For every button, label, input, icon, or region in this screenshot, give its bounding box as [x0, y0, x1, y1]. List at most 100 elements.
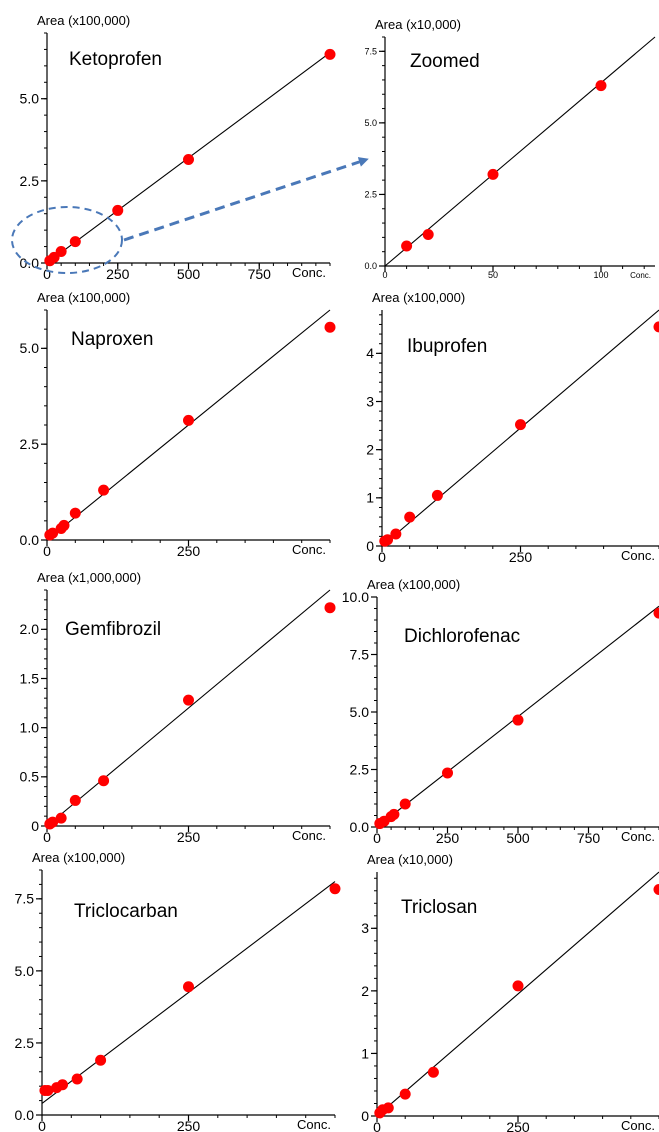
- y-tick-label: 2.0: [20, 621, 40, 637]
- data-point: [390, 528, 402, 540]
- data-point: [422, 229, 434, 241]
- chart-title: Zoomed: [410, 51, 480, 72]
- y-axis-label: Area (x100,000): [367, 577, 460, 592]
- data-point: [653, 321, 659, 333]
- data-point: [183, 694, 194, 706]
- x-axis-label: Conc.: [297, 1117, 331, 1132]
- chart-title: Ketoprofen: [69, 49, 162, 70]
- chart-title: Dichlorofenac: [404, 626, 520, 647]
- y-tick-label: 1: [361, 1045, 369, 1061]
- y-tick-label: 2.5: [20, 436, 40, 452]
- zoom-arrow: [123, 157, 369, 242]
- y-tick-label: 1.0: [20, 720, 40, 736]
- data-point: [42, 1085, 54, 1096]
- y-tick-label: 2.5: [364, 190, 377, 200]
- y-tick-label: 0.0: [15, 1107, 35, 1123]
- chart-dichlorofenac: 0.0 2.5 5.0 7.5 10.0 0 250 500 750 Conc. Area (x10…: [342, 577, 659, 846]
- y-tick-label: 5.0: [364, 118, 377, 128]
- y-axis-label: Area (x100,000): [37, 13, 130, 28]
- data-point: [112, 204, 124, 216]
- y-tick-label: 0: [366, 538, 374, 554]
- data-point: [57, 1079, 69, 1091]
- data-point: [95, 1054, 107, 1066]
- chart-gemfibrozil: 0 0.5 1.0 1.5 2.0 0 250 Conc. Area (x1,000,000) G…: [20, 570, 336, 845]
- data-point: [487, 168, 499, 180]
- y-tick-label: 0.0: [350, 819, 370, 835]
- data-point: [47, 527, 59, 539]
- y-axis-label: Area (x100,000): [372, 290, 465, 305]
- data-point: [427, 1066, 439, 1078]
- y-axis-label: Area (x1,000,000): [37, 570, 141, 585]
- y-tick-label: 2.5: [20, 173, 40, 189]
- fit-line: [41, 881, 336, 1104]
- data-point: [399, 798, 411, 810]
- x-tick-label: 750: [577, 830, 601, 846]
- y-tick-label: 2.5: [350, 761, 370, 777]
- x-tick-label: 0: [43, 829, 51, 845]
- y-tick-label: 10.0: [342, 589, 369, 605]
- y-tick-label: 1.5: [20, 670, 40, 686]
- fit-line: [376, 871, 659, 1117]
- y-tick-label: 0: [31, 818, 39, 834]
- x-tick-label: 50: [488, 270, 498, 280]
- data-point: [324, 602, 336, 614]
- data-point: [69, 794, 81, 806]
- chart-naproxen: 0.0 2.5 5.0 0 250 Conc. Area (x100,000) Naproxe…: [20, 290, 336, 559]
- x-tick-label: 250: [106, 266, 130, 282]
- x-tick-label: 0: [382, 270, 387, 280]
- x-tick-label: 250: [177, 543, 201, 559]
- data-point: [47, 816, 59, 828]
- zoom-annotation: [11, 157, 369, 274]
- data-point: [442, 767, 453, 779]
- y-tick-label: 7.5: [15, 891, 35, 907]
- y-tick-label: 5.0: [15, 963, 35, 979]
- data-point: [653, 884, 659, 896]
- x-tick-label: 250: [177, 1118, 201, 1132]
- data-point: [69, 236, 81, 248]
- chart-title: Triclocarban: [74, 901, 178, 922]
- x-axis-label: Conc.: [292, 265, 326, 280]
- y-tick-label: 2: [361, 983, 369, 999]
- data-point: [71, 1073, 83, 1085]
- x-axis-label: Conc.: [292, 542, 326, 557]
- data-point: [183, 414, 194, 426]
- x-axis-label: Conc.: [621, 1118, 655, 1132]
- data-point: [512, 714, 524, 726]
- x-tick-label: 500: [177, 266, 201, 282]
- chart-title: Ibuprofen: [407, 336, 487, 357]
- x-tick-label: 0: [373, 830, 381, 846]
- y-axis-label: Area (x100,000): [32, 850, 125, 865]
- chart-ibuprofen: 0 1 2 3 4 0 250 Conc. Area (x100,000) Ibuprofen: [366, 290, 659, 565]
- y-tick-label: 7.5: [364, 46, 377, 56]
- data-point: [324, 321, 336, 333]
- y-tick-label: 0.0: [20, 255, 40, 271]
- x-axis-label: Conc.: [621, 829, 655, 844]
- y-tick-label: 3: [366, 393, 374, 409]
- data-point: [515, 419, 526, 431]
- data-point: [653, 607, 659, 619]
- x-tick-label: 750: [248, 266, 272, 282]
- chart-zoomed: 0.0 2.5 5.0 7.5 0 50 100 Conc. Area (x10,000) Zoo…: [364, 17, 656, 280]
- data-point: [55, 812, 67, 824]
- data-point: [58, 519, 70, 531]
- fit-line: [46, 589, 331, 827]
- data-point: [98, 484, 110, 496]
- x-tick-label: 500: [506, 830, 530, 846]
- data-point: [431, 489, 443, 501]
- data-point: [401, 240, 413, 252]
- x-tick-label: 250: [506, 1119, 530, 1132]
- data-point: [399, 1088, 411, 1100]
- y-tick-label: 5.0: [350, 704, 370, 720]
- zoom-region-circle: [11, 206, 123, 274]
- y-tick-label: 4: [366, 345, 374, 361]
- y-tick-label: 2: [366, 442, 374, 458]
- chart-title: Triclosan: [401, 897, 477, 918]
- chart-ketoprofen: 0.0 2.5 5.0 0 250 500 750 Conc. Area (x100,000) K…: [20, 13, 336, 282]
- chart-triclosan: 0 1 2 3 0 250 Conc. Area (x10,000) Triclosan: [361, 852, 659, 1132]
- y-tick-label: 2.5: [15, 1035, 35, 1051]
- y-tick-label: 5.0: [20, 340, 40, 356]
- y-axis-label: Area (x100,000): [37, 290, 130, 305]
- x-tick-label: 250: [509, 549, 533, 565]
- data-point: [512, 980, 524, 992]
